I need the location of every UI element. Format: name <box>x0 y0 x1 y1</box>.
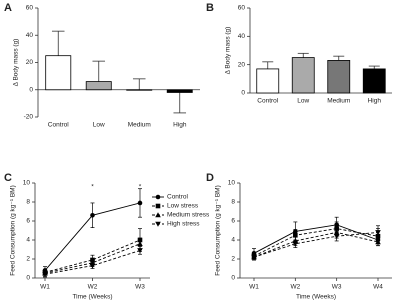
y-tick-label: 4 <box>26 237 30 244</box>
y-tick-label: -20 <box>24 114 34 121</box>
y-tick-label: 0 <box>29 86 33 93</box>
series-line <box>253 231 379 258</box>
series-line <box>44 243 141 274</box>
x-tick-label: W1 <box>40 284 50 291</box>
x-tick-label: Low <box>297 98 309 105</box>
series-line <box>44 250 141 275</box>
marker <box>375 239 381 245</box>
legend-label: Low stress <box>167 203 199 210</box>
y-tick-label: 8 <box>231 199 235 206</box>
y-tick-label: 40 <box>238 33 246 40</box>
legend-marker <box>155 203 161 209</box>
y-tick-label: 10 <box>228 180 236 187</box>
x-tick-label: W1 <box>249 284 259 291</box>
marker <box>137 248 143 254</box>
y-tick-label: 40 <box>26 32 34 39</box>
marker <box>293 232 298 238</box>
marker <box>375 230 381 236</box>
x-tick-label: W2 <box>290 284 300 291</box>
marker <box>137 200 143 206</box>
y-tick-label: 8 <box>26 199 30 206</box>
panel-label: A <box>4 2 12 14</box>
marker <box>251 254 257 260</box>
series-line <box>253 228 379 257</box>
series-line <box>253 231 379 258</box>
legend-marker <box>155 194 161 200</box>
x-tick-label: Medium <box>327 98 350 105</box>
x-tick-label: Low <box>93 122 105 129</box>
bar <box>45 55 72 91</box>
y-tick-label: 2 <box>231 256 235 263</box>
x-axis-label: Time (Weeks) <box>296 294 336 301</box>
panel-label: D <box>206 172 214 184</box>
bar <box>126 89 153 91</box>
x-tick-label: Control <box>257 98 279 105</box>
series-line <box>44 239 141 273</box>
x-tick-label: Control <box>48 122 70 129</box>
marker <box>333 233 340 239</box>
bar <box>291 57 315 94</box>
marker <box>89 263 96 269</box>
marker <box>137 241 143 247</box>
legend-label: Control <box>167 194 189 201</box>
bar <box>327 60 351 94</box>
bar <box>166 89 193 93</box>
y-axis-label: Δ Body mass (g) <box>225 27 232 75</box>
x-tick-label: W4 <box>373 284 383 291</box>
panel-label: B <box>206 2 214 14</box>
y-tick-label: 0 <box>241 90 245 97</box>
y-tick-label: 60 <box>26 5 34 12</box>
bar <box>256 68 280 94</box>
x-axis-label: Time (Weeks) <box>72 294 112 301</box>
annotation: * <box>91 184 94 191</box>
y-axis-label: Feed Consumption (g kg⁻¹ BM) <box>215 185 222 276</box>
y-tick-label: 0 <box>26 275 30 282</box>
y-tick-label: 4 <box>231 237 235 244</box>
bar <box>362 68 386 94</box>
x-tick-label: Medium <box>128 122 151 129</box>
y-tick-label: 2 <box>26 256 30 263</box>
y-axis-label: Feed Consumption (g kg⁻¹ BM) <box>10 185 17 276</box>
y-tick-label: 20 <box>26 59 34 66</box>
marker <box>292 241 299 247</box>
legend-marker <box>155 221 161 227</box>
legend-label: High stress <box>167 221 200 228</box>
marker <box>42 271 48 277</box>
y-tick-label: 60 <box>238 5 246 12</box>
legend-marker <box>155 212 161 218</box>
x-tick-label: W3 <box>135 284 145 291</box>
annotation: * <box>139 184 142 191</box>
y-tick-label: 0 <box>231 275 235 282</box>
y-tick-label: 20 <box>238 61 246 68</box>
x-tick-label: High <box>173 122 187 129</box>
x-tick-label: W3 <box>332 284 342 291</box>
y-tick-label: 6 <box>26 218 30 225</box>
y-axis-label: Δ Body mass (g) <box>13 39 20 87</box>
x-tick-label: W2 <box>88 284 98 291</box>
y-tick-label: 6 <box>231 218 235 225</box>
legend-label: Medium stress <box>167 212 210 219</box>
panel-label: C <box>4 172 12 184</box>
bar <box>85 81 112 91</box>
y-tick-label: 10 <box>23 180 31 187</box>
marker <box>90 213 95 218</box>
series-line <box>253 224 379 254</box>
x-tick-label: High <box>368 98 382 105</box>
